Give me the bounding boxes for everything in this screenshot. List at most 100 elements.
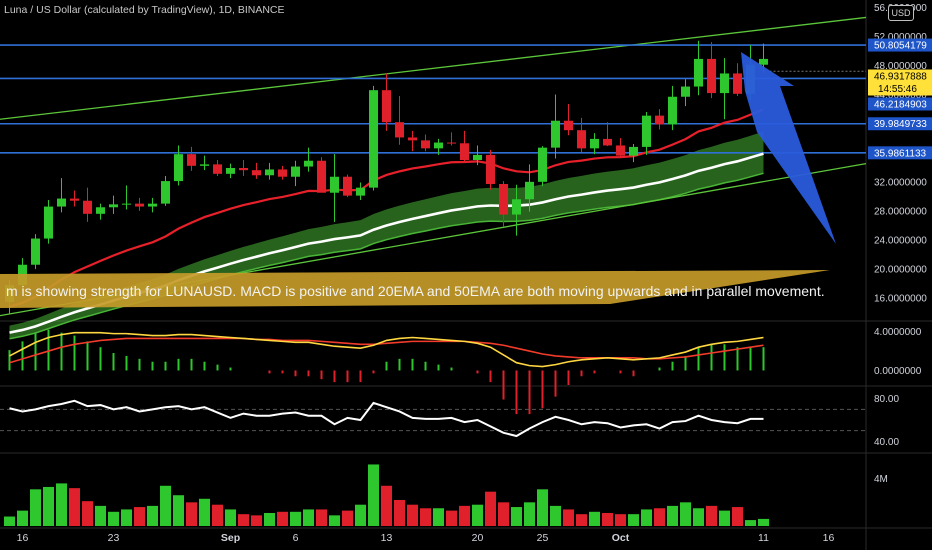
volume-bar [199, 498, 210, 526]
volume-bar [446, 510, 457, 526]
candle-body [603, 138, 612, 146]
volume-bar [420, 508, 431, 526]
candle-body [252, 170, 261, 176]
volume-bar [485, 491, 496, 526]
volume-bar [654, 508, 665, 526]
candle-body [265, 169, 274, 176]
volume-bar [277, 511, 288, 526]
volume-bar [524, 502, 535, 526]
candle-body [720, 73, 729, 94]
candle-body [200, 164, 209, 166]
volume-bar [4, 516, 15, 526]
rsi-line [9, 399, 764, 438]
volume-bar [95, 505, 106, 526]
volume-bar [212, 504, 223, 526]
candle-body [174, 154, 183, 182]
macd-tick-label: 0.0000000 [874, 366, 922, 377]
volume-bar [238, 514, 249, 526]
candle-body [486, 154, 495, 184]
candle-body [369, 90, 378, 188]
candle-body [434, 142, 443, 149]
candle-body [317, 160, 326, 193]
time-tick-label: 23 [108, 532, 120, 544]
candle-body [551, 120, 560, 148]
price-tag-label: 39.9849733 [874, 119, 927, 130]
volume-bar [69, 488, 80, 526]
candle-body [408, 137, 417, 141]
volume-bar [17, 510, 28, 526]
annotation-banner [0, 270, 850, 308]
candle-body [44, 206, 53, 239]
candle-body [109, 204, 118, 208]
candle-body [590, 138, 599, 149]
volume-bar [108, 511, 119, 526]
volume-bar [30, 489, 41, 526]
candle-body [512, 199, 521, 215]
macd-line [9, 331, 764, 368]
time-tick-label: 6 [293, 532, 299, 544]
price-tick-label: 52.0000000 [874, 32, 927, 43]
price-tag [868, 69, 932, 96]
volume-bar [316, 509, 327, 526]
time-tick-label: 20 [472, 532, 484, 544]
candle-body [31, 238, 40, 265]
volume-bar [173, 495, 184, 526]
volume-bar [355, 504, 366, 526]
price-tick-label: 24.0000000 [874, 236, 927, 247]
volume-tick-label: 4M [874, 474, 888, 485]
ema-cloud-band [9, 131, 764, 339]
axes: 56.000000052.000000048.000000044.0000000… [17, 3, 932, 544]
volume-bar [732, 507, 743, 526]
volume-bar [511, 507, 522, 526]
volume-bar [615, 514, 626, 526]
candle-body [499, 184, 508, 215]
candle-body [122, 203, 131, 205]
volume-bar [186, 502, 197, 526]
volume-bar [368, 464, 379, 526]
candle-body [642, 115, 651, 147]
volume-pane [4, 464, 769, 526]
price-tick-label: 20.0000000 [874, 265, 927, 276]
annotation-text: m is showing strength for LUNAUSD. MACD … [6, 283, 825, 299]
volume-bar [628, 514, 639, 526]
price-tag-label: 46.2184903 [874, 100, 927, 111]
volume-bar [641, 509, 652, 526]
price-tag [868, 38, 932, 52]
volume-bar [121, 509, 132, 526]
volume-bar [251, 515, 262, 526]
candle-body [226, 168, 235, 174]
volume-bar [381, 485, 392, 526]
candle-body [96, 207, 105, 214]
volume-bar [602, 512, 613, 526]
candle-body [83, 200, 92, 214]
volume-bar [394, 499, 405, 526]
candle-body [759, 58, 768, 65]
price-tag-label: 35.9861133 [874, 148, 927, 159]
annotation-arrow [741, 52, 836, 244]
volume-bar [589, 511, 600, 526]
time-tick-label: 13 [381, 532, 393, 544]
candle-body [395, 122, 404, 138]
volume-bar [290, 511, 301, 526]
volume-bar [56, 483, 67, 526]
candle-body [148, 203, 157, 207]
volume-bar [225, 509, 236, 526]
volume-bar [550, 505, 561, 526]
volume-bar [745, 520, 756, 526]
currency-badge[interactable]: USD [888, 5, 914, 21]
time-tick-label: Sep [221, 532, 240, 544]
macd-tick-label: 4.0000000 [874, 327, 922, 338]
candle-body [447, 142, 456, 144]
volume-bar [264, 512, 275, 526]
candle-body [616, 145, 625, 156]
candle-body [330, 176, 339, 193]
candle-body [161, 181, 170, 204]
price-tick-label: 16.0000000 [874, 294, 927, 305]
candle-body [382, 90, 391, 123]
candle-body [343, 176, 352, 196]
candle-body [668, 96, 677, 125]
candle-body [525, 181, 534, 200]
price-tag-countdown: 14:55:46 [878, 84, 917, 95]
